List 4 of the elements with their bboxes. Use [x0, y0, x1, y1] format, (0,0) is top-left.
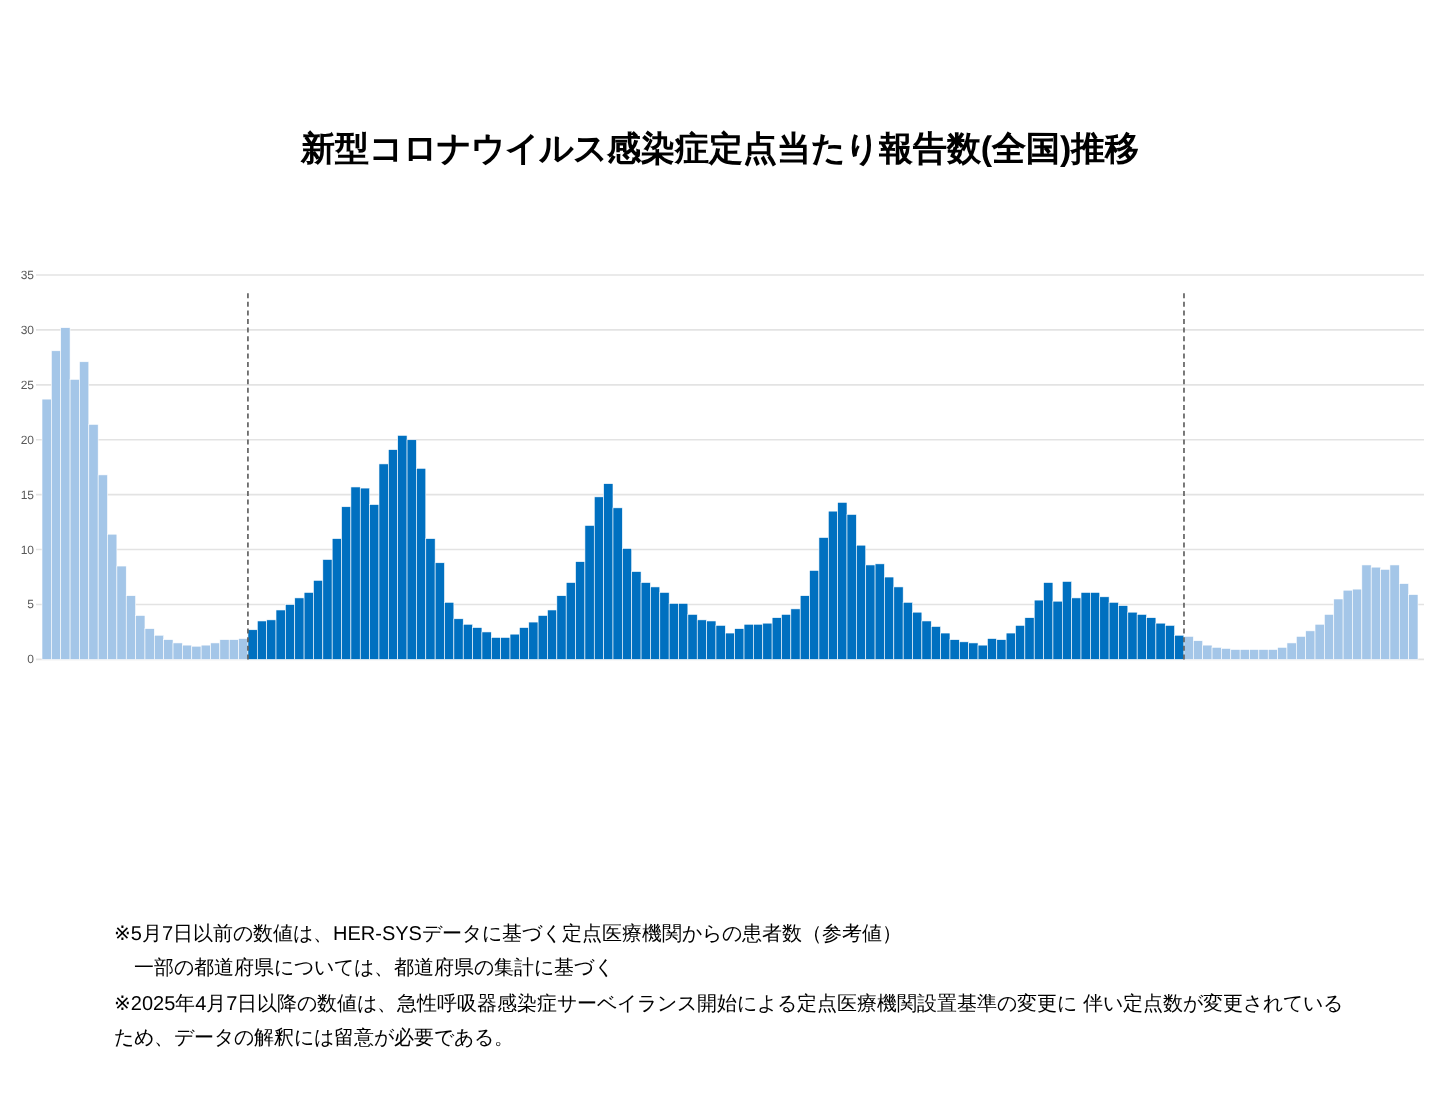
text: 一部の都道府県については、都道府県の集計に基づく	[132, 955, 616, 985]
text: ※5月7日以前の数値は、HER-SYSデータに基づく定点医療機関からの患者数（参考値）	[114, 921, 904, 950]
text: ※2025年4月7日以降の数値は、急性呼吸器感染症サーベイランス開始による定点医療機関設置基準の変更に 伴い定点数が変更されているため、データの解釈には留意が必要である。	[114, 991, 1346, 1055]
chart-title: 新型コロナウイルス感染症定点当たり報告数(全国)推移	[298, 128, 1142, 172]
